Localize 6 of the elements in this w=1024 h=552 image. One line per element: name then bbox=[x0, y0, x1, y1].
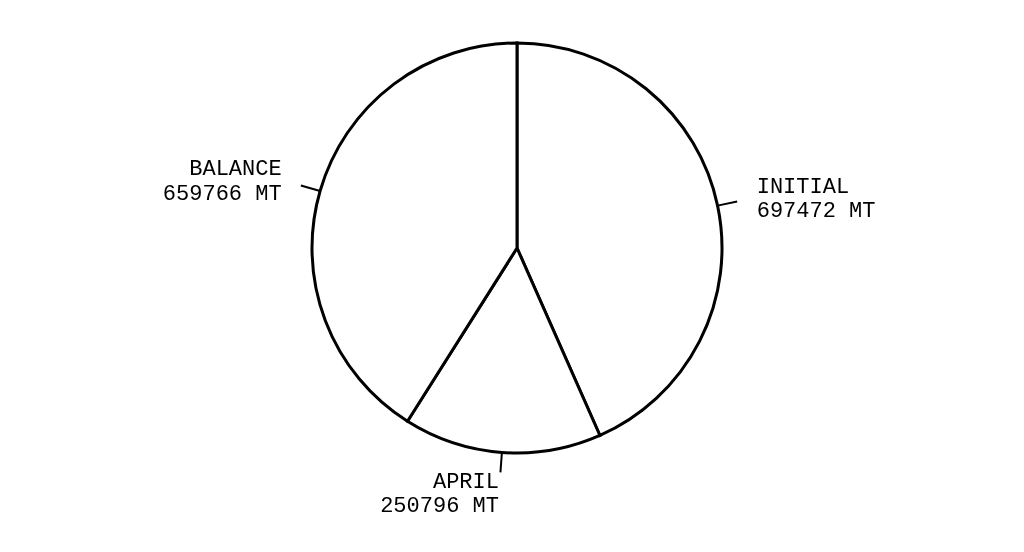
slice-label: INITIAL bbox=[756, 174, 850, 200]
slice-label: APRIL bbox=[432, 469, 499, 495]
data-label: 659766 MT bbox=[162, 181, 282, 207]
data-label: 250796 MT bbox=[380, 494, 499, 520]
data-label: 697472 MT bbox=[756, 199, 876, 225]
slice-label: BALANCE bbox=[189, 157, 282, 183]
